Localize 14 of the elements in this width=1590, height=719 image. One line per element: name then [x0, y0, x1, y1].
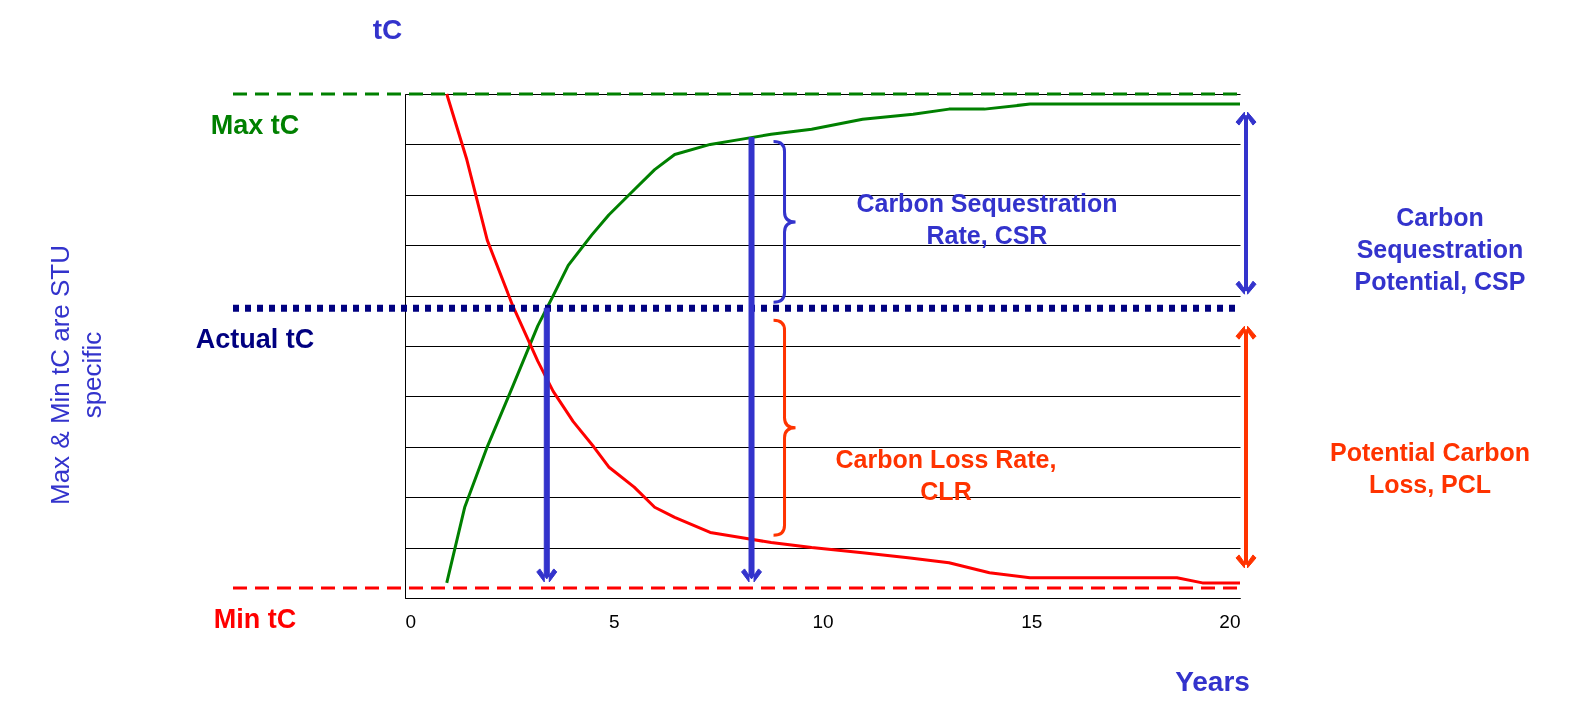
- text: Carbon Sequestration Potential, CSP: [1354, 203, 1526, 295]
- x-tick-label: 15: [1021, 610, 1043, 632]
- x-tick-label: 0: [405, 610, 417, 632]
- annotation: Carbon Sequestration Rate, CSR: [856, 189, 1118, 249]
- x-tick-label: 10: [812, 610, 834, 632]
- x-tick-label: 20: [1219, 610, 1241, 632]
- x-tick-label: 5: [608, 610, 620, 632]
- ref-line-label: Actual tC: [195, 324, 315, 355]
- y-axis-title: tC: [372, 13, 403, 45]
- text: Potential Carbon Loss, PCL: [1329, 438, 1531, 498]
- ref-line-label: Max tC: [210, 110, 300, 140]
- ref-line-label: Min tC: [213, 603, 297, 634]
- text: Max & Min tC are STU specific: [45, 244, 107, 506]
- x-axis-title: Years: [1175, 665, 1250, 697]
